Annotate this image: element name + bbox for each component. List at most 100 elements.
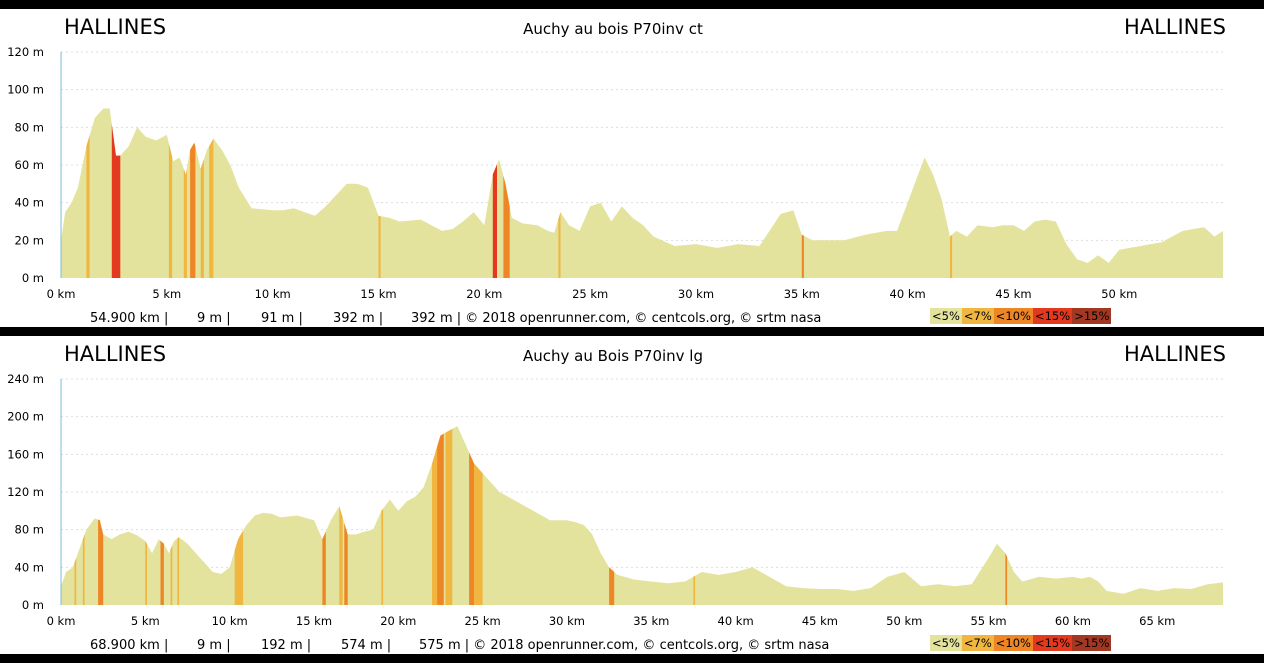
x-tick-label: 40 km — [890, 287, 926, 301]
y-tick-label: 200 m — [7, 410, 44, 424]
steep-segment — [234, 530, 244, 605]
x-tick-label: 65 km — [1139, 614, 1175, 628]
legend-item-lt15: <15% — [1032, 635, 1073, 651]
y-tick-label: 120 m — [7, 485, 44, 499]
steep-segment — [558, 212, 561, 278]
steep-segment — [432, 446, 438, 605]
legend-item-lt7: <7% — [961, 635, 994, 651]
stat-ascent: 574 m | — [341, 638, 392, 653]
x-tick-label: 0 km — [47, 614, 76, 628]
steep-segment — [344, 523, 348, 605]
stat-descent-credits: 392 m | © 2018 openrunner.com, © centcol… — [411, 311, 822, 326]
y-tick-label: 60 m — [15, 158, 45, 172]
elevation-profile-chart: 0 m 40 m 80 m 120 m 160 m 200 m 240 m 0 km 5 km 1… — [7, 372, 1223, 628]
stat-max-altitude: 192 m | — [261, 638, 312, 653]
stat-min-altitude: 9 m | — [197, 638, 231, 653]
steep-segment — [200, 159, 204, 278]
x-tick-label: 50 km — [886, 614, 922, 628]
steep-segment — [950, 234, 953, 278]
start-location-label: HALLINES — [64, 15, 167, 39]
steep-segment — [177, 537, 180, 605]
steep-segment — [1005, 553, 1008, 605]
steep-segment — [378, 215, 381, 278]
x-tick-label: 30 km — [678, 287, 714, 301]
steep-segment — [469, 452, 475, 605]
x-tick-label: 0 km — [47, 287, 76, 301]
x-tick-label: 20 km — [380, 614, 416, 628]
steep-segment — [445, 428, 453, 605]
stat-distance: 68.900 km | — [90, 638, 169, 653]
x-tick-label: 10 km — [212, 614, 248, 628]
steep-segment — [145, 541, 147, 605]
x-tick-label: 30 km — [549, 614, 585, 628]
steep-segment — [693, 575, 696, 605]
x-tick-label: 55 km — [970, 614, 1006, 628]
steep-segment — [209, 138, 214, 278]
end-location-label: HALLINES — [1123, 15, 1226, 39]
x-tick-label: 35 km — [784, 287, 820, 301]
x-tick-label: 25 km — [572, 287, 608, 301]
steep-segment — [492, 164, 497, 278]
stat-max-altitude: 91 m | — [261, 311, 303, 326]
steep-segment — [381, 508, 384, 605]
steep-segment — [183, 168, 187, 278]
x-tick-label: 10 km — [255, 287, 291, 301]
elevation-panel-1: HALLINES Auchy au bois P70inv ct HALLINE… — [0, 9, 1264, 327]
stat-descent-credits: 575 m | © 2018 openrunner.com, © centcol… — [419, 638, 830, 653]
x-tick-label: 15 km — [296, 614, 332, 628]
stat-distance: 54.900 km | — [90, 311, 169, 326]
steep-segment — [339, 506, 343, 605]
steep-segment — [168, 143, 173, 278]
x-tick-label: 25 km — [465, 614, 501, 628]
steep-segment — [801, 234, 804, 278]
legend-item-lt10: <10% — [993, 635, 1033, 651]
x-tick-label: 40 km — [718, 614, 754, 628]
steep-segment — [86, 135, 90, 278]
steep-segment — [170, 545, 173, 605]
steep-segment — [160, 540, 164, 605]
x-tick-label: 35 km — [633, 614, 669, 628]
y-tick-label: 40 m — [15, 196, 45, 210]
x-tick-label: 5 km — [152, 287, 181, 301]
gradient-legend: <5% <7% <10% <15% >15% — [930, 308, 1112, 324]
steep-segment — [98, 519, 104, 605]
x-tick-label: 60 km — [1055, 614, 1091, 628]
legend-item-lt7: <7% — [961, 308, 994, 324]
elevation-area — [61, 426, 1223, 605]
steep-segment — [474, 463, 483, 605]
x-tick-label: 20 km — [466, 287, 502, 301]
start-location-label: HALLINES — [64, 342, 167, 366]
elevation-panel-2: HALLINES Auchy au Bois P70inv lg HALLINE… — [0, 336, 1264, 654]
x-tick-label: 50 km — [1101, 287, 1137, 301]
legend-item-lt5: <5% — [930, 635, 962, 651]
y-tick-label: 40 m — [15, 560, 45, 574]
y-tick-label: 160 m — [7, 447, 44, 461]
chart-title: Auchy au Bois P70inv lg — [523, 347, 703, 365]
steep-segment — [609, 567, 615, 605]
x-tick-label: 45 km — [802, 614, 838, 628]
steep-segment — [82, 534, 85, 605]
legend-item-gt15: >15% — [1072, 635, 1112, 651]
legend-item-gt15: >15% — [1072, 308, 1112, 324]
stat-ascent: 392 m | — [333, 311, 384, 326]
y-tick-label: 0 m — [22, 598, 44, 612]
x-tick-label: 15 km — [360, 287, 396, 301]
gradient-legend: <5% <7% <10% <15% >15% — [930, 635, 1112, 651]
legend-item-lt15: <15% — [1032, 308, 1073, 324]
y-tick-label: 100 m — [7, 83, 44, 97]
legend-item-lt10: <10% — [993, 308, 1033, 324]
y-tick-label: 80 m — [15, 120, 45, 134]
stat-min-altitude: 9 m | — [197, 311, 231, 326]
steep-segment — [74, 557, 77, 605]
steep-segment — [322, 531, 326, 605]
steep-segment — [503, 175, 510, 278]
steep-segment — [437, 433, 444, 605]
steep-segment — [190, 143, 196, 278]
x-tick-label: 45 km — [995, 287, 1031, 301]
y-tick-label: 120 m — [7, 45, 44, 59]
elevation-profile-chart: 0 m 20 m 40 m 60 m 80 m 100 m 120 m 0 km 5 km 10 … — [7, 45, 1223, 301]
chart-title: Auchy au bois P70inv ct — [523, 20, 703, 38]
y-tick-label: 0 m — [22, 271, 44, 285]
end-location-label: HALLINES — [1123, 342, 1226, 366]
elevation-area — [61, 108, 1223, 278]
